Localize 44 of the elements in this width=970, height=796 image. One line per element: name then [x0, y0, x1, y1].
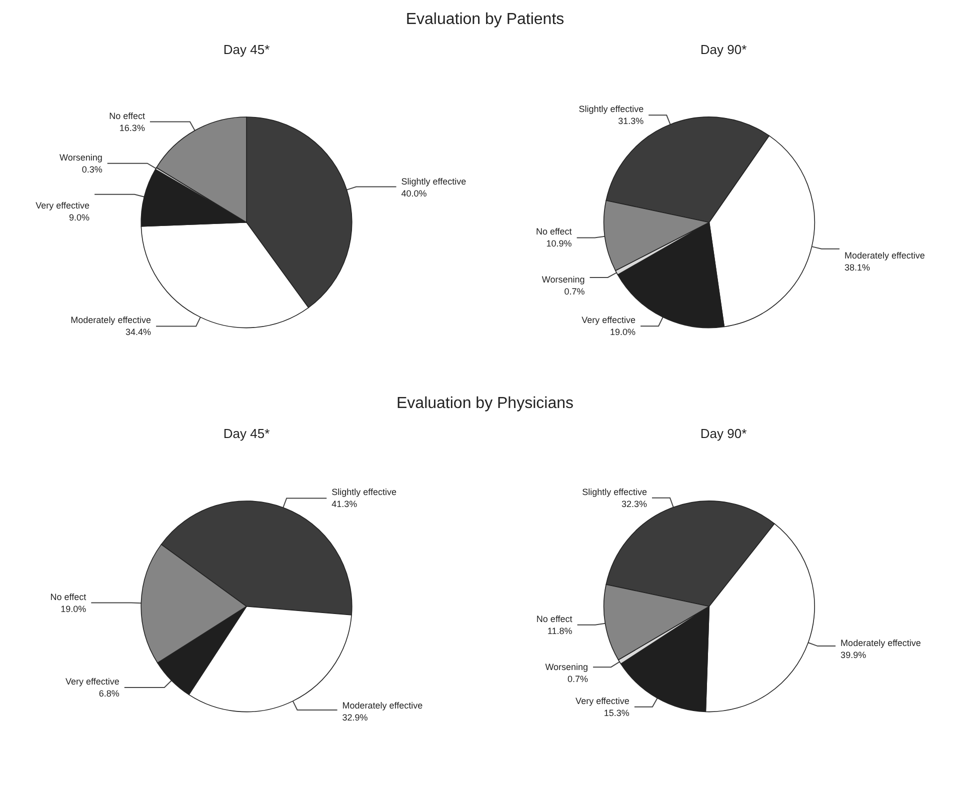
- slice-label: Very effective: [582, 315, 636, 326]
- slice-label: No effect: [536, 226, 572, 237]
- chart-title: Day 90*: [700, 42, 747, 57]
- slice-label: No effect: [109, 110, 146, 121]
- chart-title: Day 45*: [223, 42, 270, 57]
- data-label: 34.4%: [126, 327, 152, 338]
- slice-label: Moderately effective: [844, 250, 925, 261]
- data-label: 10.9%: [546, 238, 572, 249]
- slice-label: Very effective: [66, 676, 120, 686]
- data-label: 0.7%: [568, 674, 588, 684]
- data-label: 6.8%: [98, 688, 120, 698]
- text: Evaluation by Patients: [406, 11, 564, 28]
- data-label: 0.3%: [82, 164, 102, 174]
- chart-title: Day 90*: [700, 426, 747, 441]
- data-label: 16.3%: [119, 122, 145, 133]
- data-label: 38.1%: [844, 262, 870, 273]
- slice-label: No effect: [536, 614, 573, 624]
- slice-label: Very effective: [576, 696, 630, 706]
- data-label: 9.0%: [69, 212, 90, 222]
- slice-label: Very effective: [36, 200, 90, 210]
- data-label: 32.9%: [342, 712, 368, 722]
- chart-title: Day 45*: [223, 426, 270, 441]
- data-label: 11.8%: [547, 626, 572, 636]
- slice-label: No effect: [50, 592, 87, 602]
- slice-label: Moderately effective: [840, 638, 921, 648]
- data-label: 32.3%: [621, 498, 647, 509]
- slice-label: Worsening: [545, 662, 588, 672]
- data-label: 41.3%: [332, 499, 358, 510]
- slice-label: Slightly effective: [582, 486, 647, 497]
- text: Evaluation by Physicians: [396, 395, 574, 412]
- data-label: 15.3%: [604, 708, 630, 718]
- slice-label: Slightly effective: [401, 176, 466, 186]
- slice-label: Moderately effective: [70, 315, 152, 326]
- data-label: 0.7%: [564, 286, 585, 297]
- slice-label: Slightly effective: [578, 104, 644, 114]
- data-label: 40.0%: [401, 188, 427, 198]
- slice-label: Worsening: [59, 152, 102, 162]
- slice-label: Worsening: [542, 274, 585, 285]
- slice-label: Moderately effective: [342, 700, 423, 710]
- data-label: 19.0%: [60, 604, 86, 614]
- data-label: 39.9%: [840, 650, 866, 660]
- data-label: 19.0%: [610, 327, 636, 338]
- data-label: 31.3%: [618, 116, 644, 126]
- slice-label: Slightly effective: [332, 487, 396, 498]
